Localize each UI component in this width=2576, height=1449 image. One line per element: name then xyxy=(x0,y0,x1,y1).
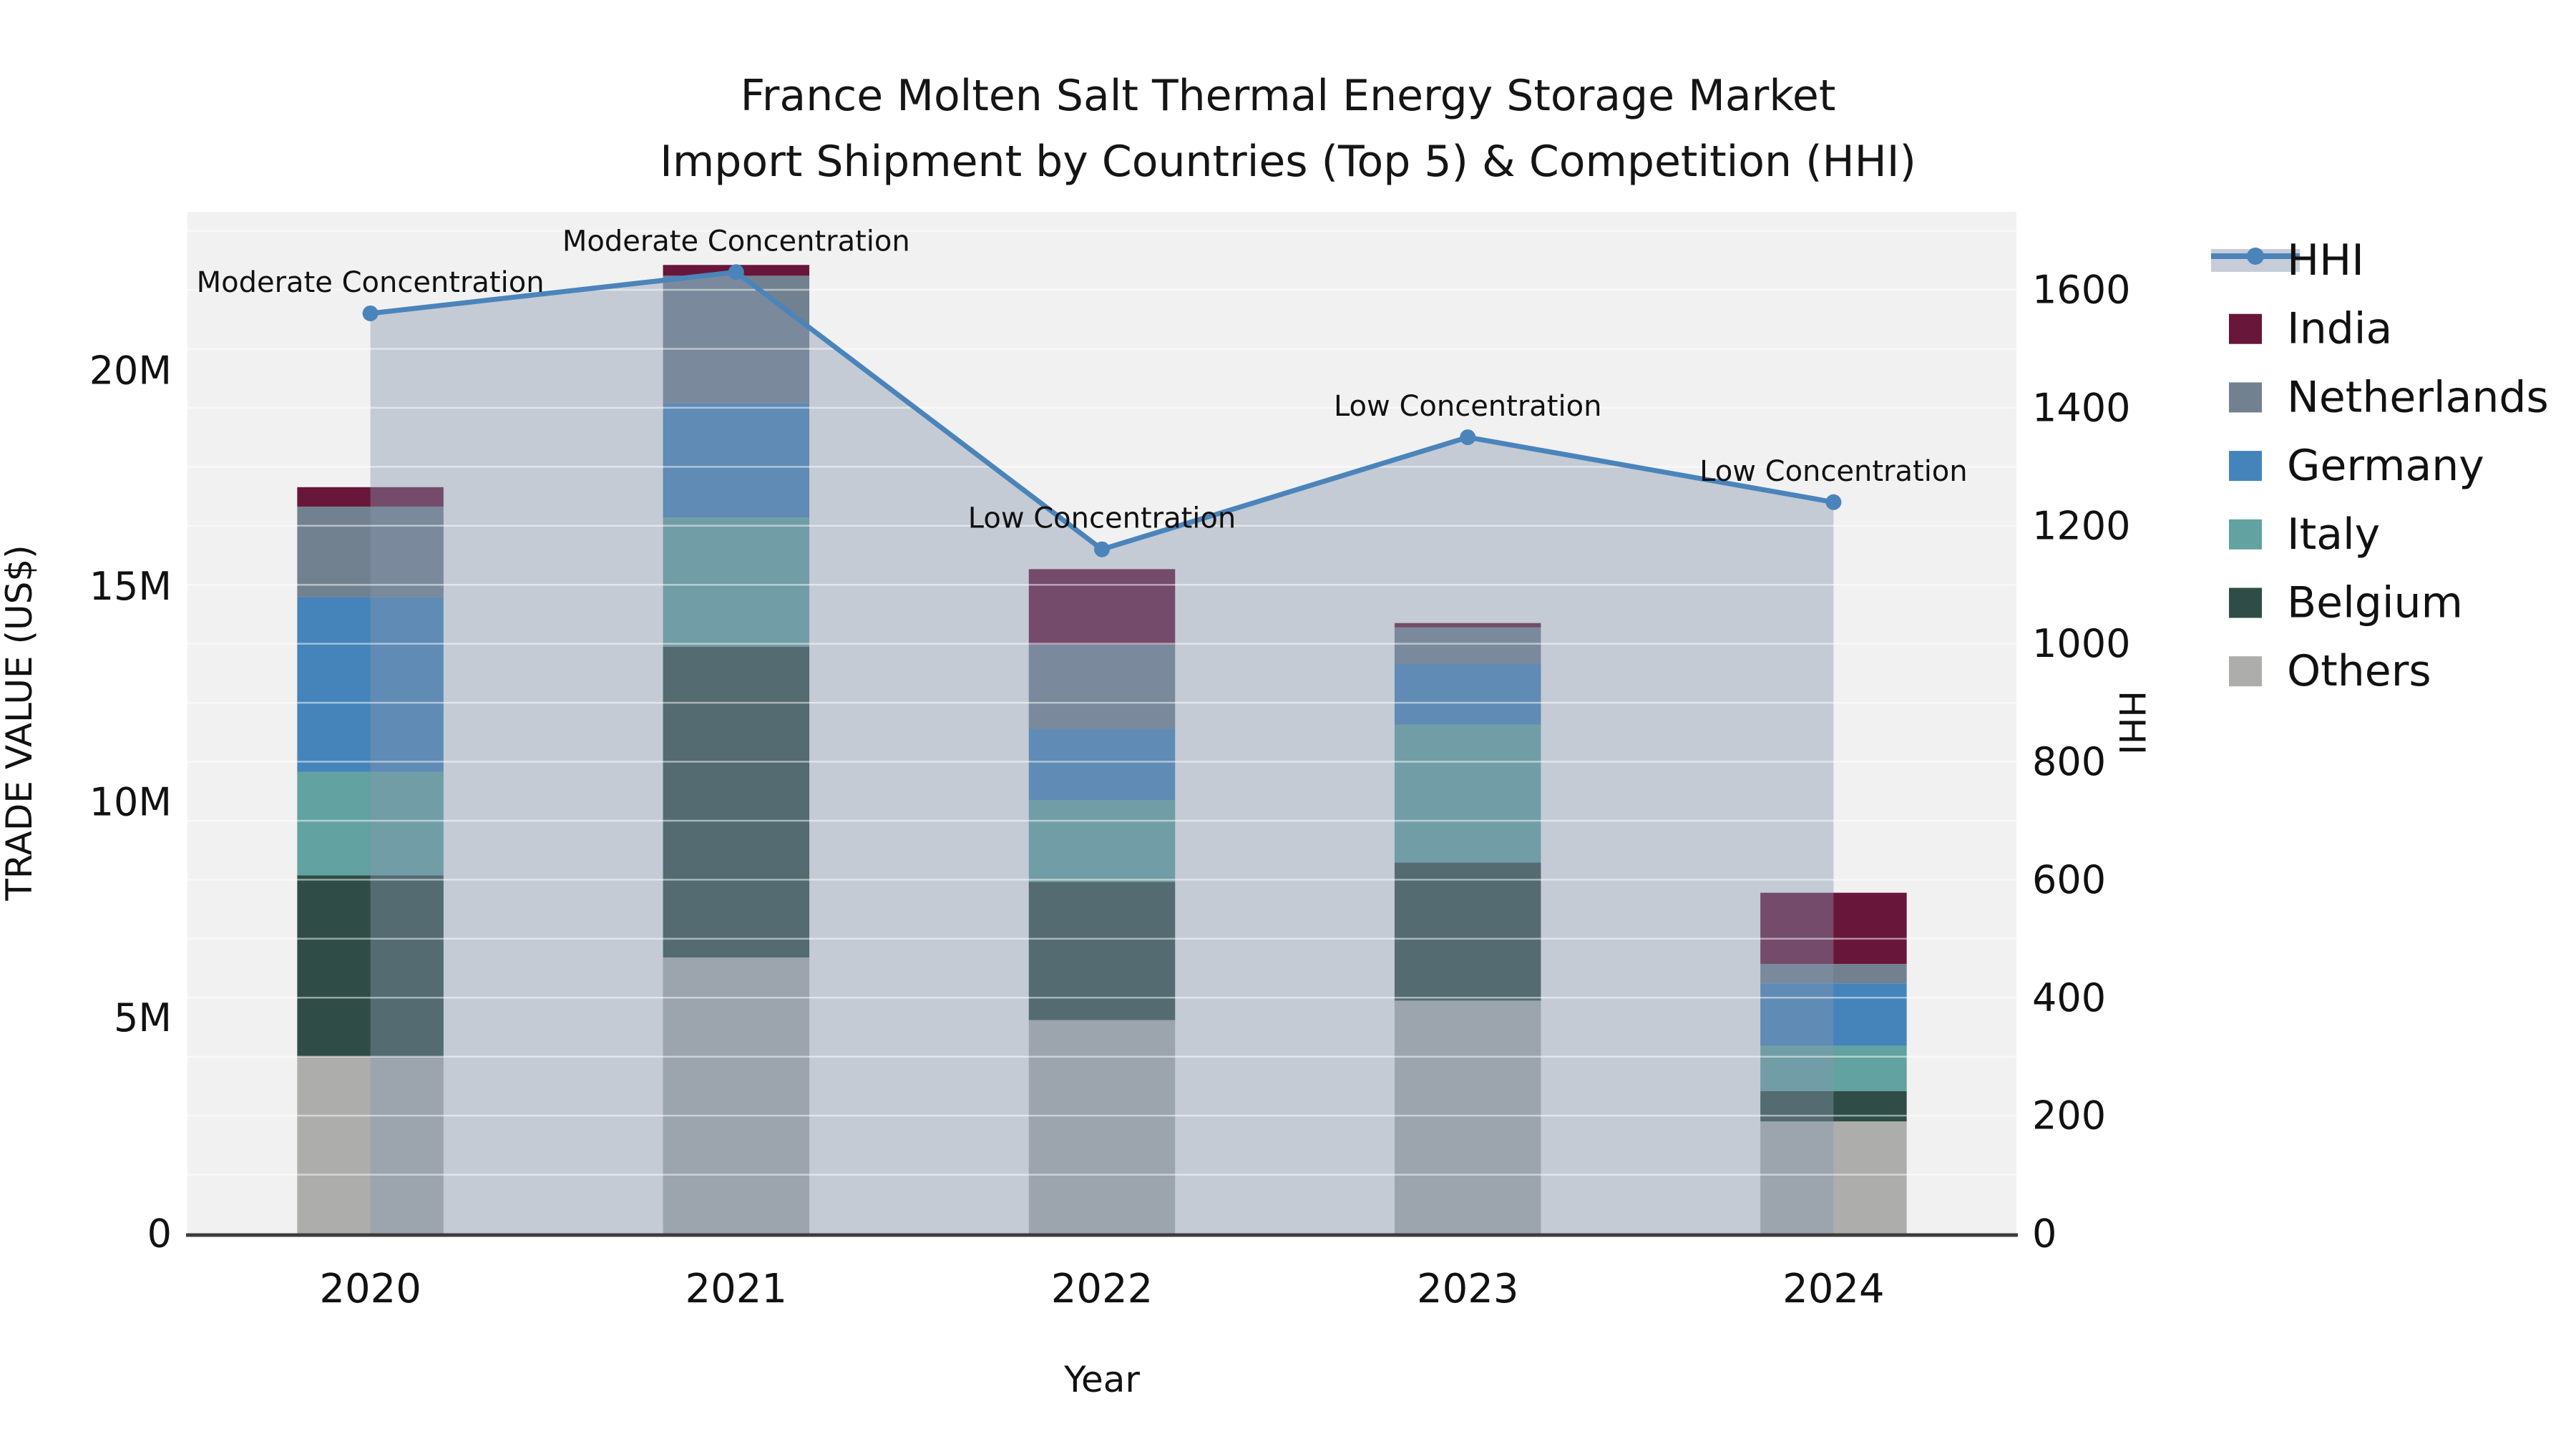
bar-segment-2020-india xyxy=(297,487,444,507)
annotation-2021: Moderate Concentration xyxy=(562,225,910,258)
bar-segment-2023-others xyxy=(1394,1000,1541,1234)
y-right-tick-400: 400 xyxy=(2032,975,2106,1020)
bar-segment-2022-others xyxy=(1028,1020,1176,1234)
x-tick-2024: 2024 xyxy=(1782,1266,1885,1312)
bar-segment-2024-india xyxy=(1760,892,1907,965)
hhi-marker-2021 xyxy=(728,264,744,280)
annotation-2022: Low Concentration xyxy=(968,502,1236,535)
legend-label-netherlands: Netherlands xyxy=(2287,372,2549,422)
bar-segment-2021-belgium xyxy=(663,646,810,958)
legend-label-italy: Italy xyxy=(2287,509,2380,560)
bar-segment-2024-others xyxy=(1760,1121,1907,1234)
y-right-tick-1200: 1200 xyxy=(2032,503,2130,548)
bar-segment-2023-italy xyxy=(1394,724,1541,863)
legend-label-hhi: HHI xyxy=(2287,235,2364,286)
x-tick-2023: 2023 xyxy=(1417,1266,1519,1312)
bar-segment-2020-netherlands xyxy=(297,506,444,597)
bar-segment-2020-germany xyxy=(297,597,444,772)
bar-segment-2021-italy xyxy=(663,517,810,647)
annotation-2024: Low Concentration xyxy=(1699,455,1967,488)
y-right-tick-1600: 1600 xyxy=(2032,268,2130,313)
y-right-tick-0: 0 xyxy=(2032,1211,2057,1257)
bar-segment-2024-germany xyxy=(1760,983,1907,1046)
y-right-tick-800: 800 xyxy=(2032,739,2106,784)
y-left-axis-label: TRADE VALUE (US$) xyxy=(0,545,40,901)
y-right-axis-label: HHI xyxy=(2111,691,2152,755)
legend-label-belgium: Belgium xyxy=(2287,578,2463,628)
legend-label-germany: Germany xyxy=(2287,441,2484,491)
bar-segment-2023-netherlands xyxy=(1394,627,1541,665)
y-right-tick-200: 200 xyxy=(2032,1093,2106,1138)
y-left-tick-0: 0 xyxy=(147,1211,172,1257)
y-left-tick-20M: 20M xyxy=(89,348,172,394)
bar-segment-2024-italy xyxy=(1760,1045,1907,1092)
bar-segment-2020-italy xyxy=(297,771,444,876)
bar-segment-2024-netherlands xyxy=(1760,964,1907,984)
hhi-marker-2020 xyxy=(362,305,379,321)
legend-hhi-marker xyxy=(2247,248,2264,265)
legend-swatch-germany xyxy=(2229,451,2262,482)
legend-label-others: Others xyxy=(2287,646,2431,696)
legend-label-india: India xyxy=(2287,304,2392,354)
x-tick-2021: 2021 xyxy=(686,1266,788,1312)
annotation-2020: Moderate Concentration xyxy=(197,266,545,299)
bar-segment-2022-netherlands xyxy=(1028,644,1176,729)
bar-segment-2023-belgium xyxy=(1394,862,1541,1001)
chart-title: France Molten Salt Thermal Energy Storag… xyxy=(0,63,2576,195)
bar-segment-2020-others xyxy=(297,1056,444,1234)
bar-segment-2022-germany xyxy=(1028,728,1176,800)
x-tick-2022: 2022 xyxy=(1051,1266,1153,1312)
hhi-marker-2022 xyxy=(1094,541,1110,557)
y-right-tick-1400: 1400 xyxy=(2032,385,2130,430)
y-left-tick-5M: 5M xyxy=(114,995,172,1040)
legend-swatch-others xyxy=(2229,656,2262,687)
hhi-marker-2023 xyxy=(1460,429,1476,446)
bar-segment-2021-others xyxy=(663,957,810,1234)
chart-title-line1: France Molten Salt Thermal Energy Storag… xyxy=(740,71,1836,121)
x-axis-label: Year xyxy=(1063,1359,1140,1400)
y-right-tick-600: 600 xyxy=(2032,857,2106,902)
legend-swatch-india xyxy=(2229,313,2262,344)
y-left-tick-15M: 15M xyxy=(89,564,172,609)
legend-swatch-italy xyxy=(2229,519,2262,550)
bar-segment-2022-italy xyxy=(1028,799,1176,882)
bar-segment-2021-germany xyxy=(663,403,810,518)
x-tick-2020: 2020 xyxy=(319,1266,421,1312)
bar-segment-2023-india xyxy=(1394,623,1541,628)
legend-swatch-belgium xyxy=(2229,587,2262,618)
bar-segment-2021-netherlands xyxy=(663,275,810,404)
legend-swatch-netherlands xyxy=(2229,382,2262,413)
hhi-marker-2024 xyxy=(1825,494,1842,510)
chart-title-line2: Import Shipment by Countries (Top 5) & C… xyxy=(660,137,1916,187)
annotation-2023: Low Concentration xyxy=(1334,390,1601,423)
y-right-tick-1000: 1000 xyxy=(2032,621,2130,666)
bar-segment-2020-belgium xyxy=(297,875,444,1057)
bar-segment-2023-germany xyxy=(1394,664,1541,725)
hhi-area-fill xyxy=(370,272,1834,1234)
bar-segment-2022-india xyxy=(1028,569,1176,645)
y-left-tick-10M: 10M xyxy=(89,780,172,825)
